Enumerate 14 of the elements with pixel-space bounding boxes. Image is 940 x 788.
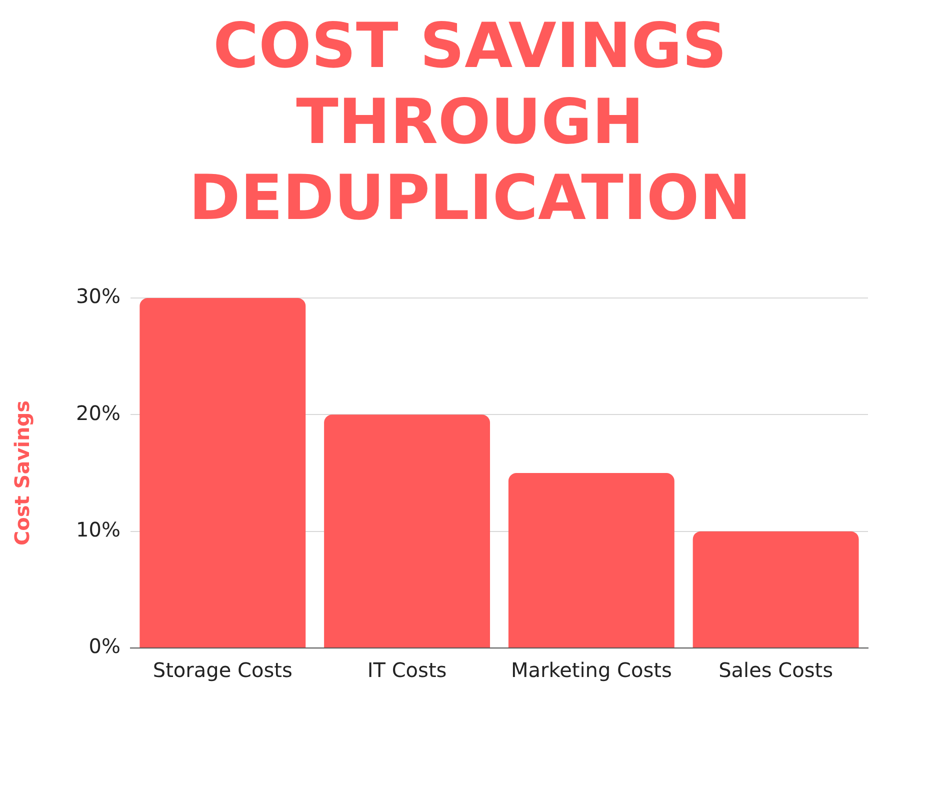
bar xyxy=(140,298,306,648)
x-tick-label: IT Costs xyxy=(367,658,447,682)
y-tick-label: 10% xyxy=(76,518,120,542)
bar xyxy=(324,414,490,648)
x-tick-label: Storage Costs xyxy=(152,658,292,682)
y-axis-title: Cost Savings xyxy=(10,400,34,546)
bar xyxy=(692,531,859,648)
x-tick-label: Marketing Costs xyxy=(510,658,672,682)
bar xyxy=(508,473,674,648)
x-tick-label: Sales Costs xyxy=(718,658,834,682)
chart-title: COST SAVINGS THROUGH DEDUPLICATION xyxy=(188,8,752,236)
y-tick-label: 30% xyxy=(76,284,120,308)
y-tick-label: 20% xyxy=(76,400,120,425)
y-tick-label: 0% xyxy=(88,634,120,658)
